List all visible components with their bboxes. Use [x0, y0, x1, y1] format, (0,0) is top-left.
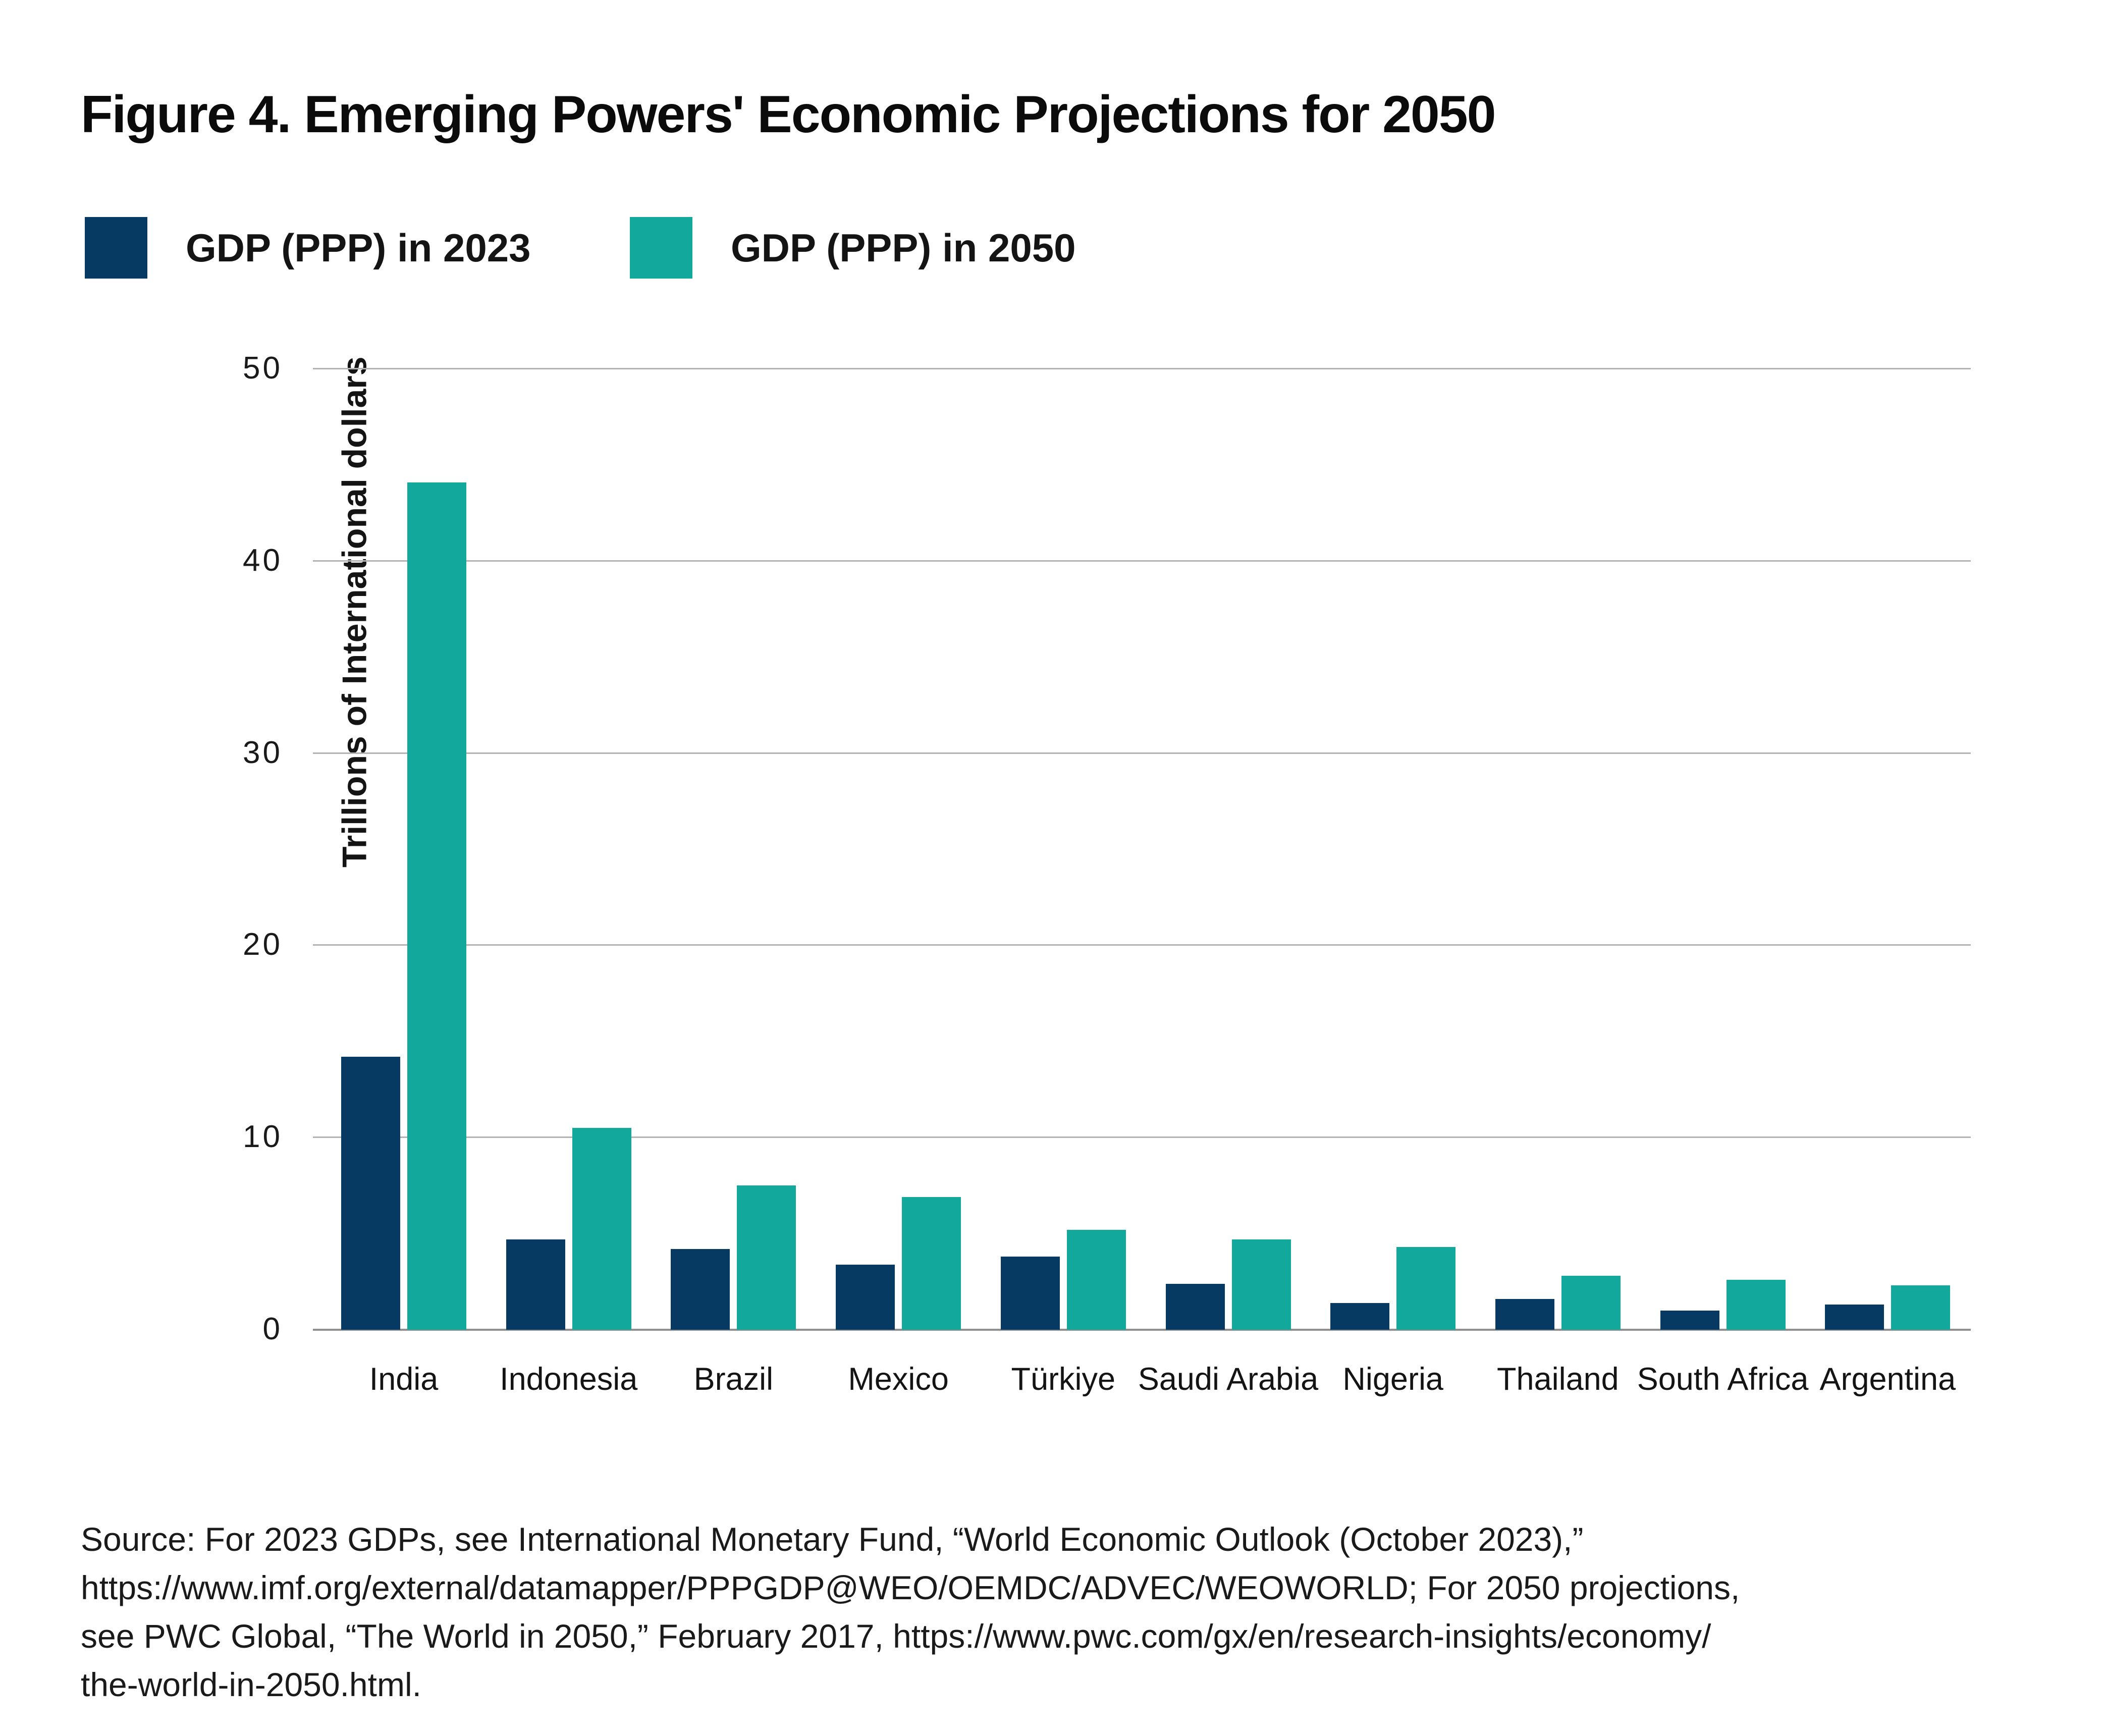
source-line: the-world-in-2050.html.	[81, 1666, 421, 1703]
bar-2050-argentina	[1891, 1285, 1951, 1330]
bar-2050-south-africa	[1726, 1280, 1786, 1330]
x-category-label: Indonesia	[500, 1362, 638, 1397]
figure-title: Figure 4. Emerging Powers' Economic Proj…	[81, 85, 1496, 144]
legend-label-2050: GDP (PPP) in 2050	[731, 225, 1076, 270]
bar-2050-india	[407, 482, 466, 1330]
x-category-label: Nigeria	[1342, 1362, 1443, 1397]
legend-swatch-2050-icon	[630, 217, 692, 279]
x-category-label: India	[369, 1362, 439, 1397]
x-category-label: Mexico	[848, 1362, 949, 1397]
source-note: Source: For 2023 GDPs, see International…	[81, 1515, 1740, 1709]
legend-item-2023: GDP (PPP) in 2023	[85, 217, 531, 279]
gridline	[313, 368, 1971, 369]
legend-item-2050: GDP (PPP) in 2050	[630, 217, 1076, 279]
y-tick-label: 40	[243, 542, 283, 578]
y-tick-label: 10	[243, 1119, 283, 1155]
x-category-label: South Africa	[1637, 1362, 1809, 1397]
bar-2050-brazil	[737, 1185, 796, 1330]
bar-2023-mexico	[836, 1265, 895, 1330]
source-line: https://www.imf.org/external/datamapper/…	[81, 1569, 1740, 1606]
x-category-label: Brazil	[693, 1362, 774, 1397]
gridline	[313, 944, 1971, 946]
source-line: Source: For 2023 GDPs, see International…	[81, 1521, 1584, 1558]
legend-swatch-2023-icon	[85, 217, 147, 279]
x-category-label: Saudi Arabia	[1138, 1362, 1319, 1397]
bar-2050-indonesia	[572, 1128, 631, 1330]
bar-2023-türkiye	[1000, 1257, 1060, 1330]
gridline	[313, 560, 1971, 562]
bar-2050-nigeria	[1396, 1247, 1456, 1330]
gridline	[313, 1136, 1971, 1138]
bar-2023-indonesia	[506, 1239, 565, 1330]
x-category-label: Thailand	[1497, 1362, 1619, 1397]
bar-2023-nigeria	[1330, 1303, 1390, 1330]
y-tick-label: 50	[243, 351, 283, 386]
legend-label-2023: GDP (PPP) in 2023	[186, 225, 531, 270]
bar-2023-argentina	[1825, 1305, 1884, 1330]
source-line: see PWC Global, “The World in 2050,” Feb…	[81, 1617, 1711, 1655]
y-axis-title: Trillions of International dollars	[335, 356, 374, 867]
bar-2023-saudi-arabia	[1165, 1284, 1225, 1330]
bar-2023-thailand	[1495, 1299, 1554, 1330]
y-tick-label: 0	[262, 1312, 283, 1346]
y-tick-label: 30	[243, 735, 283, 770]
bar-2050-türkiye	[1066, 1230, 1126, 1330]
bar-2023-south-africa	[1660, 1311, 1719, 1330]
bar-2050-thailand	[1561, 1276, 1621, 1330]
bar-2050-saudi-arabia	[1231, 1239, 1291, 1330]
x-axis-line	[313, 1329, 1971, 1331]
bar-2023-brazil	[671, 1249, 730, 1330]
gridline	[313, 752, 1971, 754]
x-category-label: Türkiye	[1011, 1362, 1116, 1397]
bar-2050-mexico	[902, 1197, 961, 1330]
y-tick-label: 20	[243, 927, 283, 962]
legend: GDP (PPP) in 2023 GDP (PPP) in 2050	[85, 217, 1902, 280]
bar-2023-india	[341, 1057, 400, 1330]
x-category-label: Argentina	[1819, 1362, 1956, 1397]
